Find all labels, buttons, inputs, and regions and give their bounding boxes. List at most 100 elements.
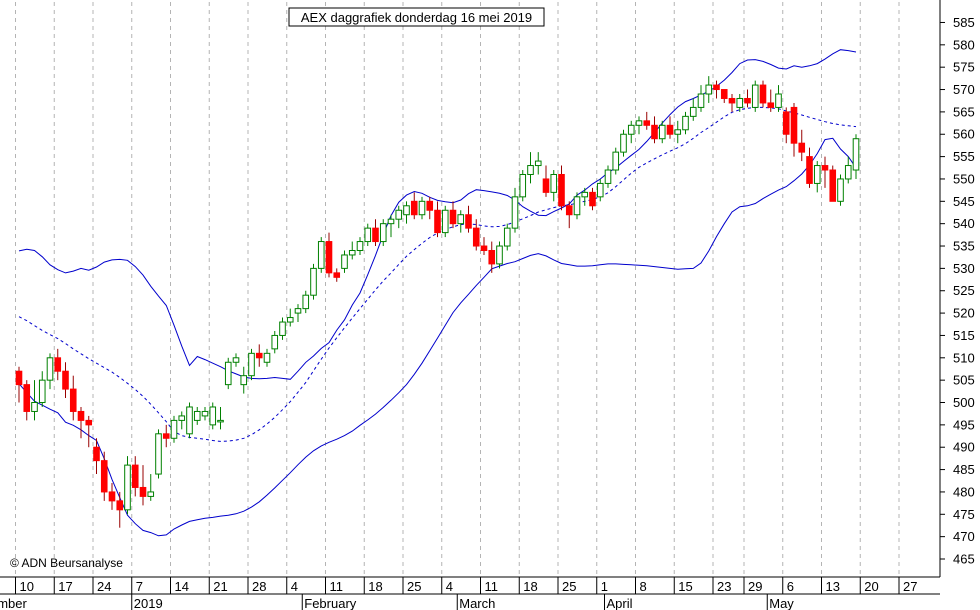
- candle: [15, 366, 23, 403]
- candle: [62, 362, 69, 399]
- candle-body-up: [403, 205, 410, 216]
- candle: [46, 353, 54, 390]
- candle-body-up: [271, 334, 279, 350]
- candle-body-up: [620, 133, 627, 153]
- candle: [457, 210, 465, 233]
- candle-body-down: [472, 227, 480, 247]
- candle-body-down: [410, 200, 418, 216]
- y-tick-label: 575: [953, 60, 975, 75]
- candle: [759, 80, 767, 108]
- candle-body-up: [674, 129, 682, 135]
- y-tick-label: 535: [953, 239, 975, 254]
- candle-body-up: [534, 160, 542, 167]
- candle-body-up: [496, 245, 503, 265]
- candle: [139, 465, 147, 506]
- candle-body-up: [186, 406, 193, 435]
- candle: [186, 402, 193, 439]
- candle-body-down: [542, 178, 550, 193]
- candle: [697, 85, 705, 112]
- candle-body-up: [852, 138, 860, 171]
- candle: [705, 76, 713, 103]
- candle-body-up: [457, 214, 465, 225]
- candle-body-up: [364, 227, 372, 243]
- candle: [124, 456, 131, 515]
- candle-body-up: [395, 209, 403, 220]
- x-tick-label: 7: [136, 579, 143, 594]
- candle-body-up: [302, 294, 310, 310]
- candle-body-down: [69, 388, 77, 412]
- candle-body-up: [124, 464, 131, 511]
- candle: [573, 192, 581, 220]
- candle: [767, 89, 775, 112]
- y-tick-label: 525: [953, 283, 975, 298]
- candle: [612, 147, 620, 175]
- candle-body-up: [527, 165, 534, 175]
- candle: [744, 89, 751, 108]
- candle-body-down: [15, 370, 23, 386]
- candle: [589, 187, 596, 211]
- x-tick-label: 18: [368, 579, 382, 594]
- candle-body-up: [155, 433, 162, 475]
- candle-body-up: [217, 419, 224, 423]
- candle-body-up: [379, 223, 387, 243]
- candle-body-down: [23, 384, 31, 412]
- x-tick-label: 4: [291, 579, 298, 594]
- candle: [736, 94, 744, 112]
- candle: [550, 170, 558, 202]
- candle-body-up: [635, 120, 643, 126]
- y-tick-label: 555: [953, 149, 975, 164]
- candle-body-up: [193, 410, 201, 421]
- candle: [85, 415, 93, 448]
- candle-body-up: [697, 93, 705, 108]
- x-tick-label: 4: [446, 579, 453, 594]
- candle: [643, 111, 651, 130]
- candle: [364, 223, 372, 247]
- candle-body-down: [93, 446, 100, 462]
- candle: [674, 120, 682, 144]
- candle-body-down: [829, 169, 837, 202]
- candle: [713, 80, 720, 99]
- candle-body-down: [372, 227, 379, 243]
- candle-body-down: [100, 460, 108, 493]
- candle-body-down: [116, 500, 124, 511]
- y-tick-label: 475: [953, 507, 975, 522]
- candle-body-down: [666, 124, 674, 135]
- candle: [310, 263, 317, 300]
- x-tick-label: 28: [252, 579, 266, 594]
- candle: [131, 456, 139, 497]
- candle-body-up: [612, 151, 620, 171]
- candle-body-up: [201, 410, 209, 417]
- candle: [488, 241, 496, 273]
- candle-body-down: [790, 106, 798, 144]
- candle: [286, 308, 294, 327]
- x-tick-label: 13: [826, 579, 840, 594]
- lower-bollinger-band: [18, 137, 857, 537]
- y-tick-label: 490: [953, 440, 975, 455]
- candle-body-down: [759, 84, 767, 104]
- candle: [519, 170, 527, 202]
- candle: [604, 165, 612, 188]
- candle-body-down: [728, 97, 736, 104]
- candle: [472, 219, 480, 251]
- candle-body-up: [705, 84, 713, 95]
- candle: [798, 129, 806, 162]
- candle-body-up: [38, 379, 46, 404]
- candle: [271, 330, 279, 354]
- candle: [325, 232, 333, 278]
- candle-body-up: [813, 165, 821, 184]
- candle-body-up: [294, 308, 302, 314]
- candle: [682, 111, 689, 135]
- candle: [635, 116, 643, 135]
- candle-body-up: [348, 249, 356, 256]
- x-tick-label: 14: [175, 579, 189, 594]
- x-tick-label: 15: [678, 579, 692, 594]
- candle-body-up: [441, 209, 449, 234]
- candle: [317, 237, 325, 273]
- candle: [155, 429, 162, 479]
- candle-body-up: [286, 317, 294, 323]
- candle-body-up: [581, 191, 589, 198]
- candle: [775, 85, 782, 112]
- candle: [620, 129, 627, 157]
